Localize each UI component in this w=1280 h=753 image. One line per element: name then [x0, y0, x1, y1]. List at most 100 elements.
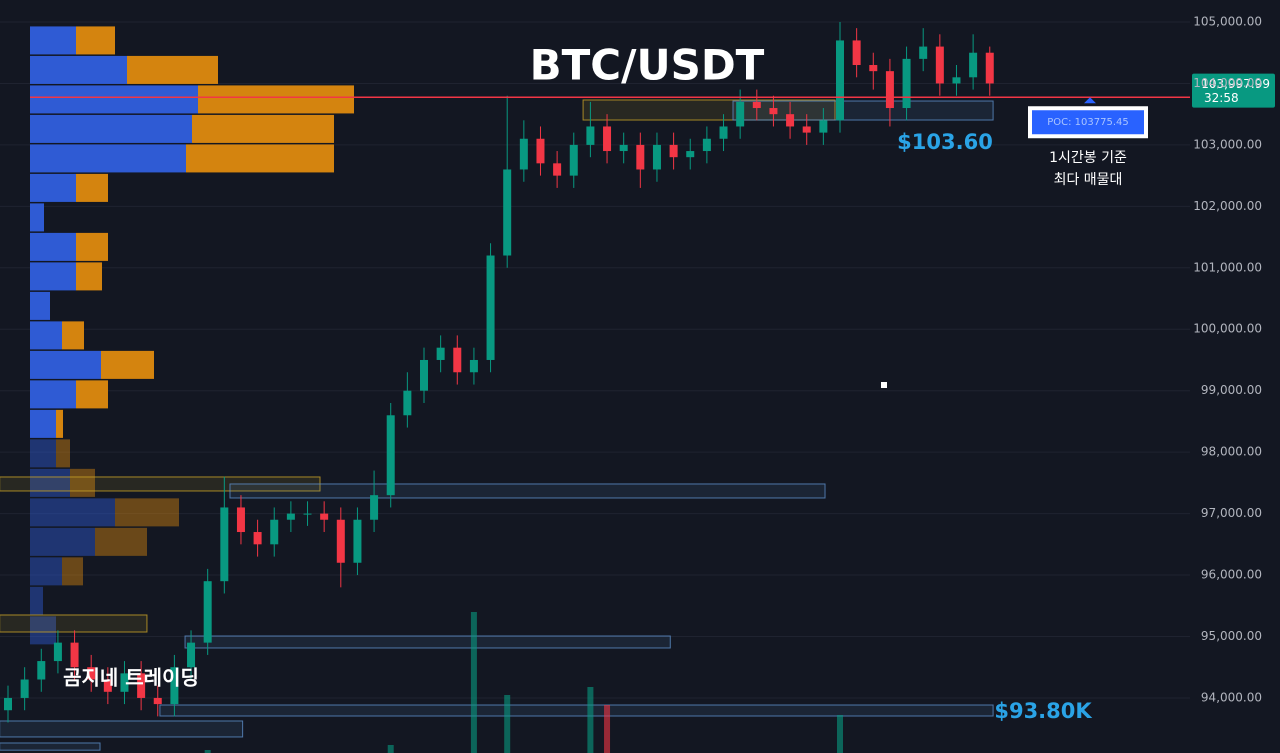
profile-buy — [30, 468, 70, 497]
candle-body — [53, 642, 62, 662]
zone — [582, 99, 836, 121]
profile-sell — [56, 439, 70, 468]
profile-buy — [30, 439, 56, 468]
candle-body — [403, 390, 412, 416]
candle-body — [752, 101, 761, 109]
profile-buy — [30, 26, 76, 55]
candle-body — [919, 46, 928, 59]
profile-buy — [30, 557, 62, 586]
candle-body — [153, 697, 162, 705]
profile-sell — [192, 114, 334, 143]
candle-body — [719, 126, 728, 139]
profile-buy — [30, 262, 76, 291]
candle-body — [303, 513, 312, 515]
candle-body — [736, 101, 745, 127]
candle-body — [603, 126, 612, 152]
candle-body — [120, 673, 129, 692]
price-label: 103,997.99 — [1201, 77, 1270, 91]
candle-body — [170, 667, 179, 705]
candle-body — [137, 673, 146, 698]
annotation: 최다 매물대 — [1054, 172, 1123, 188]
profile-sell — [70, 468, 95, 497]
volume-bar — [387, 745, 394, 753]
y-tick-label: 95,000.00 — [1201, 629, 1262, 643]
profile-sell — [56, 409, 63, 438]
candle-body — [952, 77, 961, 84]
candle-body — [702, 138, 711, 152]
profile-buy — [30, 232, 76, 261]
profile-sell — [115, 498, 179, 527]
y-tick-label: 105,000.00 — [1193, 14, 1262, 28]
profile-sell — [198, 85, 354, 114]
candle-body — [386, 415, 395, 496]
y-tick-label: 96,000.00 — [1201, 568, 1262, 582]
candle-body — [902, 58, 911, 109]
poc-box — [1032, 110, 1144, 135]
y-tick-label: 101,000.00 — [1193, 260, 1262, 274]
profile-buy — [30, 114, 192, 143]
profile-buy — [30, 321, 62, 350]
price-label-bg — [1192, 73, 1275, 108]
candles — [4, 21, 994, 723]
profile-sell — [76, 232, 108, 261]
candle-body — [87, 667, 96, 680]
zones — [0, 99, 994, 751]
annotation: 1시간봉 기준 — [1049, 150, 1127, 166]
candle-body — [336, 519, 345, 563]
candle-body — [769, 108, 778, 115]
zone — [0, 742, 101, 751]
annotation: $103.60 — [897, 130, 993, 154]
zone — [184, 635, 671, 649]
profile-buy — [30, 55, 127, 84]
profile-buy — [30, 586, 43, 615]
candle-body — [236, 507, 245, 533]
profile-buy — [30, 291, 50, 320]
y-tick-label: 97,000.00 — [1201, 506, 1262, 520]
profile-sell — [186, 144, 334, 173]
volume-bar — [604, 705, 611, 753]
candle-body — [802, 126, 811, 133]
candle-body — [420, 359, 428, 391]
candle-body — [553, 163, 562, 176]
candle-body — [569, 144, 578, 176]
candle-body — [220, 507, 229, 582]
candle-body — [869, 65, 878, 72]
y-tick-label: 99,000.00 — [1201, 383, 1262, 397]
candle-body — [686, 151, 695, 158]
candle-body — [969, 52, 978, 78]
y-tick-label: 94,000.00 — [1201, 690, 1262, 704]
candle-body — [486, 255, 495, 360]
profile-sell — [76, 262, 102, 291]
candle-body — [270, 519, 279, 545]
candle-body — [985, 52, 994, 84]
profile-sell — [101, 350, 154, 379]
y-tick-label: 103,000.00 — [1193, 137, 1262, 151]
candle-body — [353, 519, 362, 563]
zone — [0, 720, 244, 738]
poc-pointer — [1084, 97, 1096, 104]
profile-buy — [30, 350, 101, 379]
zone — [732, 100, 994, 121]
y-tick-label: 100,000.00 — [1193, 322, 1262, 336]
candle-body — [636, 144, 645, 170]
profile-sell — [62, 321, 84, 350]
candle-body — [652, 144, 661, 170]
profile-sell — [76, 26, 115, 55]
chart-title: BTC/USDT — [530, 41, 765, 90]
profile-buy — [30, 144, 186, 173]
marker — [881, 382, 887, 388]
volume-profile — [30, 26, 354, 645]
zone — [229, 483, 826, 499]
profile-sell — [95, 527, 147, 556]
candle-body — [203, 581, 212, 643]
profile-sell — [76, 380, 108, 409]
volume-bar — [837, 715, 843, 753]
candle-body — [70, 642, 79, 668]
candle-body — [37, 661, 46, 680]
profile-sell — [127, 55, 218, 84]
volume-bar — [504, 695, 511, 753]
profile-buy — [30, 173, 76, 202]
